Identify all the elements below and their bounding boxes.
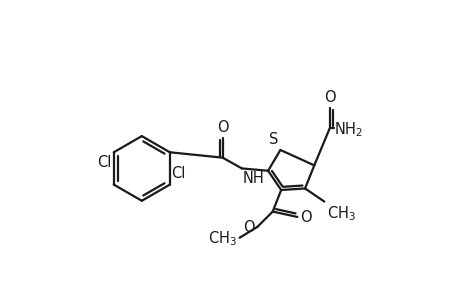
- Text: S: S: [269, 132, 278, 147]
- Text: O: O: [299, 210, 311, 225]
- Text: Cl: Cl: [171, 166, 185, 181]
- Text: NH$_2$: NH$_2$: [333, 120, 362, 139]
- Text: NH: NH: [242, 171, 264, 186]
- Text: CH$_3$: CH$_3$: [326, 204, 355, 223]
- Text: O: O: [323, 90, 335, 105]
- Text: O: O: [243, 220, 254, 235]
- Text: O: O: [216, 120, 228, 135]
- Text: Cl: Cl: [97, 155, 111, 170]
- Text: CH$_3$: CH$_3$: [208, 229, 237, 248]
